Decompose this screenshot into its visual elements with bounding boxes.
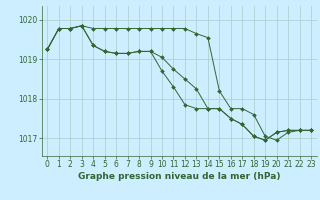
X-axis label: Graphe pression niveau de la mer (hPa): Graphe pression niveau de la mer (hPa) <box>78 172 280 181</box>
